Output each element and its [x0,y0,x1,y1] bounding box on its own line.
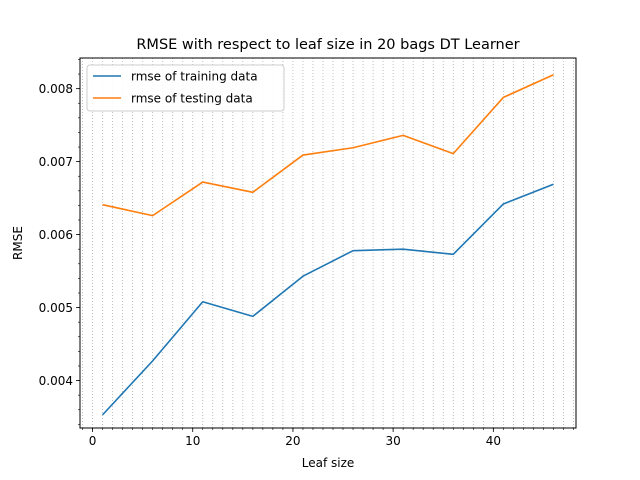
y-tick-label: 0.004 [39,374,73,388]
x-tick-label: 0 [89,434,97,448]
legend-box [86,64,285,112]
y-tick-label: 0.008 [39,82,73,96]
chart-title: RMSE with respect to leaf size in 20 bag… [136,37,519,53]
series-layer [101,74,554,416]
legend: rmse of training data rmse of testing da… [86,64,285,112]
x-axis: 0 10 20 30 40 [89,428,501,448]
y-axis-label: RMSE [11,226,25,260]
legend-label-training: rmse of training data [131,70,258,84]
x-tick-label: 30 [385,434,400,448]
y-tick-label: 0.005 [39,301,73,315]
y-tick-label: 0.007 [39,155,73,169]
plot-frame [79,57,577,429]
x-tick-label: 20 [285,434,300,448]
y-tick-label: 0.006 [39,228,73,242]
y-axis: 0.004 0.005 0.006 0.007 0.008 [39,82,80,388]
testing-series-line [102,74,554,217]
legend-label-testing: rmse of testing data [131,92,253,106]
x-tick-label: 10 [185,434,200,448]
training-series-line [101,183,554,416]
x-tick-label: 40 [486,434,501,448]
x-axis-label: Leaf size [302,456,355,470]
